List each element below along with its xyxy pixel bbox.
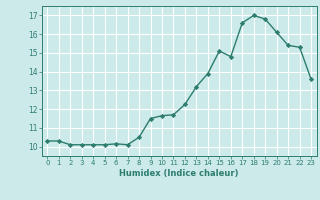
X-axis label: Humidex (Indice chaleur): Humidex (Indice chaleur) [119,169,239,178]
